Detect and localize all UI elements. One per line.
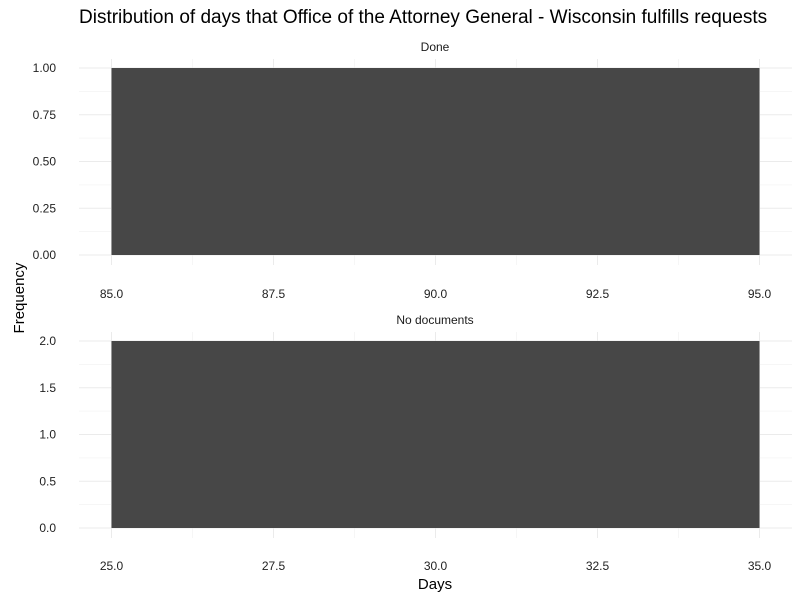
panel-done-bars [111, 68, 760, 255]
y-tick-label: 0.50 [33, 155, 57, 169]
y-tick-label: 0.75 [33, 108, 57, 122]
x-tick-label: 85.0 [100, 287, 124, 301]
y-tick-label: 1.5 [39, 381, 56, 395]
panel-no-documents-strip-label: No documents [396, 313, 473, 327]
panel-done-x-ticks: 85.0 87.5 90.0 92.5 95.0 [100, 287, 772, 301]
panel-no-documents: No documents 25.0 27.5 30.0 32.5 35.0 0.0 0.5… [39, 313, 792, 573]
y-tick-label: 0.25 [33, 201, 57, 215]
panel-done-y-ticks: 0.00 0.25 0.50 0.75 1.00 [33, 61, 57, 262]
y-tick-label: 1.00 [33, 61, 57, 75]
x-axis-title: Days [418, 576, 452, 593]
chart-title: Distribution of days that Office of the … [79, 7, 767, 28]
x-tick-label: 27.5 [262, 559, 286, 573]
x-tick-label: 87.5 [262, 287, 286, 301]
x-tick-label: 30.0 [424, 559, 448, 573]
bar-done [111, 68, 760, 255]
y-tick-label: 1.0 [39, 428, 56, 442]
x-tick-label: 90.0 [424, 287, 448, 301]
panel-done: Done 85.0 87.5 90.0 92.5 95.0 0.000.250.500.… [33, 40, 792, 301]
y-axis-title: Frequency [11, 262, 28, 333]
x-tick-label: 32.5 [586, 559, 610, 573]
panel-no-documents-bars [111, 341, 760, 528]
x-tick-label: 25.0 [100, 559, 124, 573]
y-tick-label: 0.0 [39, 521, 56, 535]
x-tick-label: 92.5 [586, 287, 610, 301]
y-tick-label: 0.00 [33, 248, 57, 262]
bar-no-documents [111, 341, 760, 528]
panel-done-strip-label: Done [421, 40, 450, 54]
panel-no-documents-y-ticks: 0.0 0.5 1.0 1.5 2.0 [39, 334, 56, 535]
x-tick-label: 95.0 [748, 287, 772, 301]
panel-no-documents-x-ticks: 25.0 27.5 30.0 32.5 35.0 [100, 559, 772, 573]
x-tick-label: 35.0 [748, 559, 772, 573]
y-tick-label: 2.0 [39, 334, 56, 348]
y-tick-label: 0.5 [39, 474, 56, 488]
